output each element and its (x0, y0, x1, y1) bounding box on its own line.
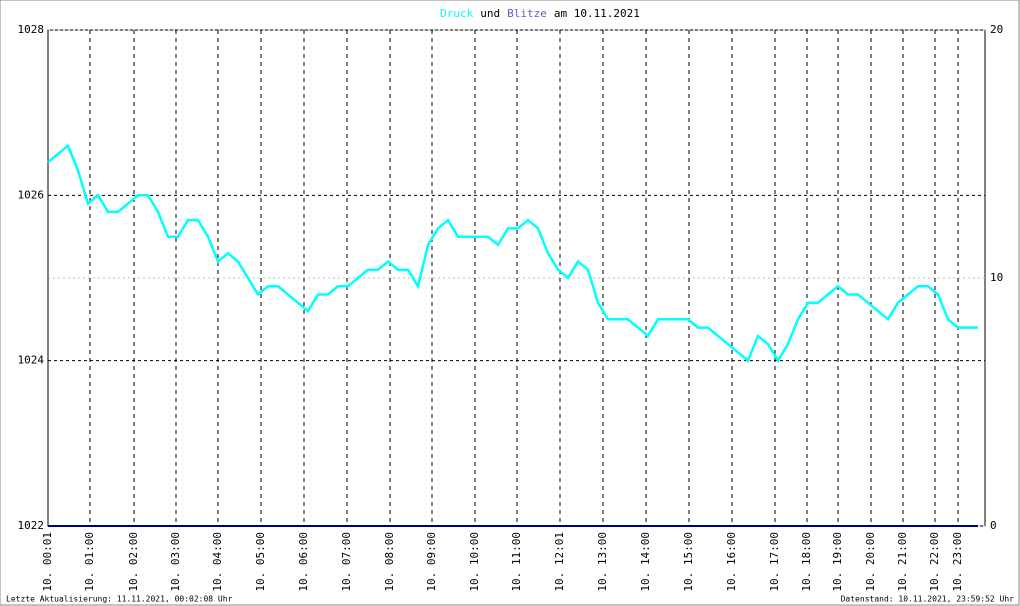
footer-right: Datenstand: 10.11.2021, 23:59:52 Uhr (841, 595, 1015, 604)
x-tick-label: 10. 05:00 (254, 532, 267, 592)
y-tick-label: 1022 (18, 519, 45, 532)
x-tick-label: 10. 06:00 (297, 532, 310, 592)
y2-tick-label: 0 (990, 519, 997, 532)
x-tick-label: 10. 15:00 (682, 532, 695, 592)
x-tick-label: 10. 10:00 (468, 532, 481, 592)
x-tick-label: 10. 12:01 (553, 532, 566, 592)
x-tick-label: 10. 07:00 (340, 532, 353, 592)
x-tick-label: 10. 18:00 (800, 532, 813, 592)
x-tick-label: 10. 04:00 (211, 532, 224, 592)
x-tick-label: 10. 16:00 (725, 532, 738, 592)
series-line (47, 143, 978, 364)
x-tick-label: 10. 21:00 (896, 532, 909, 592)
x-tick-label: 10. 13:00 (596, 532, 609, 592)
footer-left: Letzte Aktualisierung: 11.11.2021, 00:02… (6, 595, 233, 604)
y-tick-label: 1028 (18, 23, 45, 36)
x-tick-label: 10. 11:00 (510, 532, 523, 592)
x-tick-label: 10. 09:00 (425, 532, 438, 592)
x-tick-label: 10. 19:00 (831, 532, 844, 592)
y2-tick-label: 10 (990, 271, 1003, 284)
x-tick-label: 10. 02:00 (127, 532, 140, 592)
x-tick-label: 10. 22:00 (928, 532, 941, 592)
y-tick-label: 1026 (18, 188, 45, 201)
x-tick-label: 10. 08:00 (383, 532, 396, 592)
title-date: am 10.11.2021 (554, 7, 640, 20)
y-tick-label: 1024 (18, 354, 45, 367)
x-tick-label: 10. 03:00 (169, 532, 182, 592)
title-druck: Druck (440, 7, 473, 20)
x-tick-label: 10. 00:01 (41, 532, 54, 592)
x-tick-label: 10. 20:00 (864, 532, 877, 592)
x-tick-label: 10. 17:00 (768, 532, 781, 592)
y2-tick-label: 20 (990, 23, 1003, 36)
title-blitze: Blitze (507, 7, 547, 20)
title-und: und (480, 7, 500, 20)
x-tick-label: 10. 23:00 (951, 532, 964, 592)
x-tick-label: 10. 14:00 (639, 532, 652, 592)
x-tick-label: 10. 01:00 (83, 532, 96, 592)
